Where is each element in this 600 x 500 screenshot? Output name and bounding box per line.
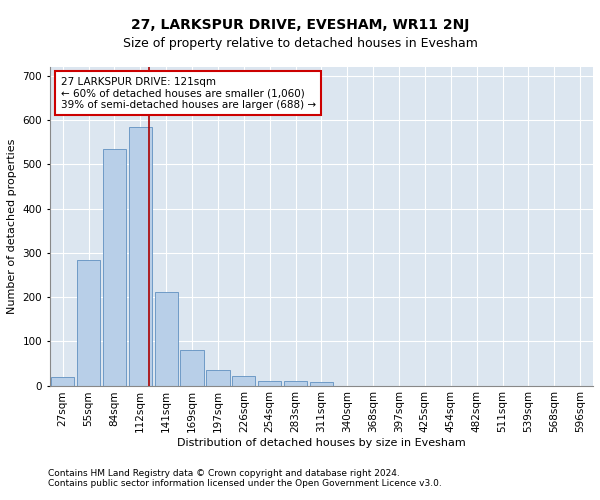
Text: Size of property relative to detached houses in Evesham: Size of property relative to detached ho… — [122, 38, 478, 51]
Text: Contains public sector information licensed under the Open Government Licence v3: Contains public sector information licen… — [48, 478, 442, 488]
Bar — [181, 350, 203, 386]
Text: 27 LARKSPUR DRIVE: 121sqm
← 60% of detached houses are smaller (1,060)
39% of se: 27 LARKSPUR DRIVE: 121sqm ← 60% of detac… — [61, 76, 316, 110]
Bar — [77, 260, 100, 386]
Text: 27, LARKSPUR DRIVE, EVESHAM, WR11 2NJ: 27, LARKSPUR DRIVE, EVESHAM, WR11 2NJ — [131, 18, 469, 32]
Bar — [128, 126, 152, 386]
Bar — [103, 149, 126, 386]
Bar — [232, 376, 256, 386]
Bar — [155, 292, 178, 386]
Text: Contains HM Land Registry data © Crown copyright and database right 2024.: Contains HM Land Registry data © Crown c… — [48, 468, 400, 477]
Bar — [206, 370, 230, 386]
Bar — [310, 382, 333, 386]
Bar — [51, 376, 74, 386]
Y-axis label: Number of detached properties: Number of detached properties — [7, 138, 17, 314]
Bar — [258, 381, 281, 386]
X-axis label: Distribution of detached houses by size in Evesham: Distribution of detached houses by size … — [177, 438, 466, 448]
Bar — [284, 381, 307, 386]
